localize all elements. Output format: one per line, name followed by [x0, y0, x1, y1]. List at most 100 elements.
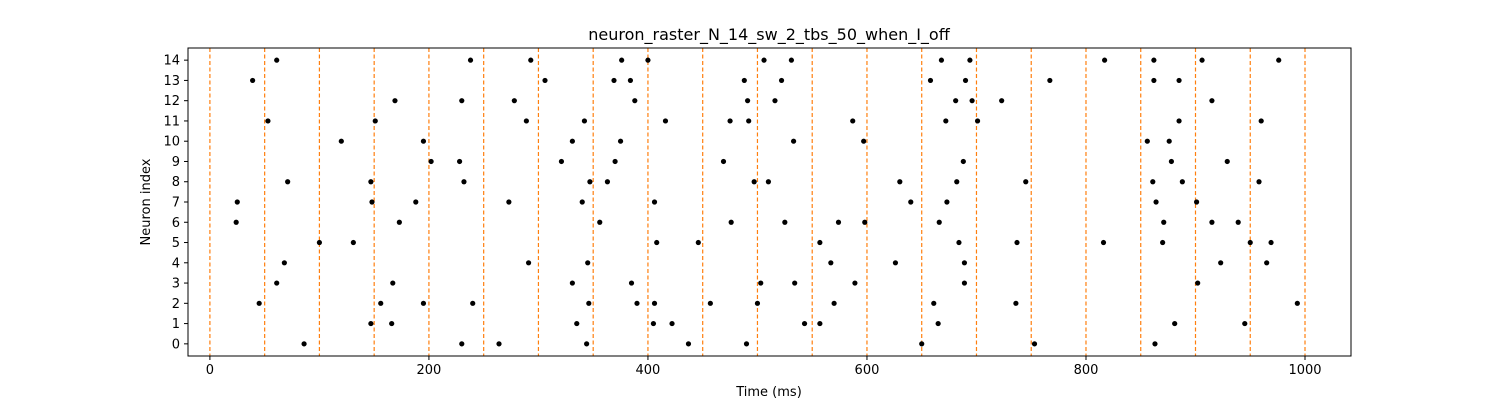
spike-point	[496, 341, 502, 347]
spike-point	[574, 320, 580, 327]
x-axis-label: Time (ms)	[735, 385, 802, 400]
spike-point	[927, 77, 934, 84]
spike-point	[944, 199, 950, 205]
spike-point	[727, 118, 733, 124]
spike-point	[1152, 341, 1158, 347]
spike-point	[285, 179, 291, 185]
spike-point	[999, 98, 1005, 104]
spike-point	[1150, 179, 1156, 185]
chart-title: neuron_raster_N_14_sw_2_tbs_50_when_I_of…	[588, 25, 950, 45]
spike-point	[542, 77, 548, 84]
spike-point	[792, 280, 798, 286]
y-tick-label: 12	[163, 94, 180, 109]
spike-point	[651, 199, 658, 205]
spike-point	[1193, 199, 1200, 205]
spike-point	[1199, 57, 1205, 63]
spike-point	[1294, 300, 1300, 306]
spike-point	[1276, 57, 1282, 63]
spike-point	[233, 219, 239, 225]
x-axis-ticks: 0 200 400 600 800 1000	[206, 356, 1322, 378]
spike-point	[619, 57, 625, 63]
spike-point	[936, 219, 942, 225]
spike-point	[569, 138, 575, 144]
spike-point	[604, 179, 611, 185]
spike-point	[962, 77, 969, 84]
spike-points	[233, 57, 1300, 347]
spike-point	[754, 300, 761, 306]
spike-point	[1151, 57, 1157, 63]
spike-point	[831, 300, 837, 306]
spike-point	[1242, 320, 1248, 327]
spike-point	[761, 57, 767, 63]
spike-point	[720, 158, 727, 165]
spike-point	[645, 57, 651, 63]
y-tick-label: 9	[172, 155, 180, 170]
spike-point	[1258, 118, 1264, 124]
spike-point	[368, 179, 374, 185]
spike-point	[741, 77, 747, 84]
y-tick-label: 8	[172, 175, 180, 190]
vertical-lines	[209, 48, 1306, 356]
spike-point	[746, 118, 752, 124]
spike-point	[617, 138, 624, 144]
spike-point	[1209, 219, 1215, 225]
spike-point	[1256, 179, 1262, 185]
spike-point	[765, 179, 772, 185]
spike-point	[1224, 158, 1230, 165]
spike-point	[420, 138, 427, 144]
spike-point	[782, 219, 788, 225]
spike-point	[897, 179, 903, 185]
spike-point	[523, 118, 529, 124]
spike-point	[378, 300, 384, 306]
spike-point	[662, 118, 669, 124]
spike-point	[584, 341, 590, 347]
spike-point	[338, 138, 344, 144]
spike-point	[919, 341, 925, 347]
spike-point	[835, 219, 842, 225]
spike-point	[707, 300, 713, 306]
spike-point	[301, 341, 307, 347]
spike-point	[467, 57, 474, 63]
x-tick-label: 400	[636, 363, 661, 378]
spike-point	[579, 199, 585, 205]
spike-point	[413, 199, 419, 205]
spike-point	[612, 158, 618, 165]
y-tick-label: 14	[163, 54, 180, 69]
spike-point	[935, 320, 941, 327]
spike-point	[587, 179, 593, 185]
spike-point	[974, 118, 981, 124]
spike-point	[1153, 199, 1159, 205]
spike-point	[751, 179, 757, 185]
spike-point	[281, 260, 287, 266]
spike-point	[1161, 219, 1167, 225]
spike-point	[850, 118, 856, 124]
spike-point	[852, 280, 858, 286]
spike-point	[801, 320, 808, 327]
y-tick-label: 1	[172, 317, 180, 332]
spike-point	[1176, 118, 1182, 124]
spike-point	[1144, 138, 1150, 144]
spike-point	[961, 280, 968, 286]
spike-point	[459, 341, 465, 347]
spike-point	[961, 260, 968, 266]
spike-point	[389, 320, 395, 327]
spike-point	[634, 300, 640, 306]
spike-point	[1100, 239, 1107, 246]
spike-point	[728, 219, 734, 225]
spike-point	[956, 239, 962, 246]
spike-point	[627, 77, 634, 84]
spike-point	[861, 138, 867, 144]
spike-point	[274, 280, 280, 286]
y-tick-label: 5	[172, 236, 180, 251]
spike-point	[960, 158, 966, 165]
x-tick-label: 800	[1074, 363, 1099, 378]
spike-point	[368, 320, 374, 327]
spike-point	[1268, 239, 1274, 246]
spike-point	[1247, 239, 1253, 246]
spike-point	[250, 77, 256, 84]
x-tick-label: 1000	[1288, 363, 1321, 378]
spike-point	[525, 260, 532, 266]
y-tick-label: 4	[172, 256, 180, 271]
spike-point	[772, 98, 778, 104]
